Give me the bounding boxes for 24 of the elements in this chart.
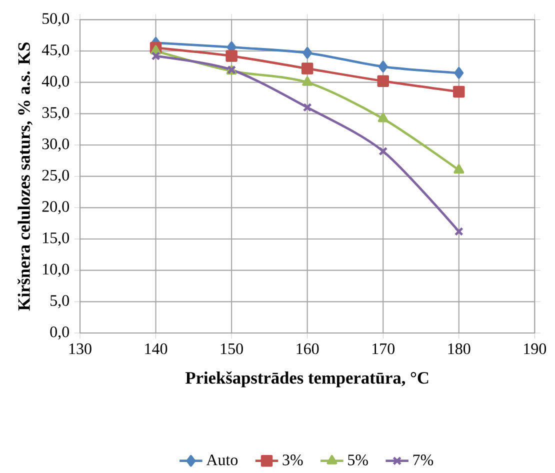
y-axis-title: Kiršnera celulozes saturs, % a.s. KS xyxy=(18,42,32,311)
x-tick-label: 150 xyxy=(220,344,243,354)
x-tick-label: 130 xyxy=(69,344,92,354)
y-tick-label: 45,0 xyxy=(42,44,69,58)
y-tick-label: 30,0 xyxy=(42,138,69,152)
x-tick-label: 180 xyxy=(448,344,470,354)
x-tick-label: 170 xyxy=(372,344,394,354)
x-axis-title: Priekšapstrādes temperatūra, °C xyxy=(186,372,428,388)
legend-label: 7% xyxy=(413,454,434,466)
legend-label: 3% xyxy=(282,454,303,466)
x-tick-label: 190 xyxy=(524,344,546,354)
legend-label: Auto xyxy=(206,454,238,466)
y-tick-label: 35,0 xyxy=(42,107,69,120)
y-tick-label: 20,0 xyxy=(42,201,69,214)
legend-label: 5% xyxy=(348,454,368,466)
y-tick-label: 40,0 xyxy=(42,76,69,90)
y-tick-label: 15,0 xyxy=(43,232,69,246)
y-tick-label: 50,0 xyxy=(42,13,69,26)
y-tick-label: 25,0 xyxy=(42,170,69,184)
y-tick-label: 5,0 xyxy=(50,295,69,308)
y-tick-label: 0,0 xyxy=(50,326,69,340)
y-tick-label: 10,0 xyxy=(43,264,69,278)
x-tick-label: 160 xyxy=(296,344,319,354)
x-tick-label: 140 xyxy=(145,344,168,354)
